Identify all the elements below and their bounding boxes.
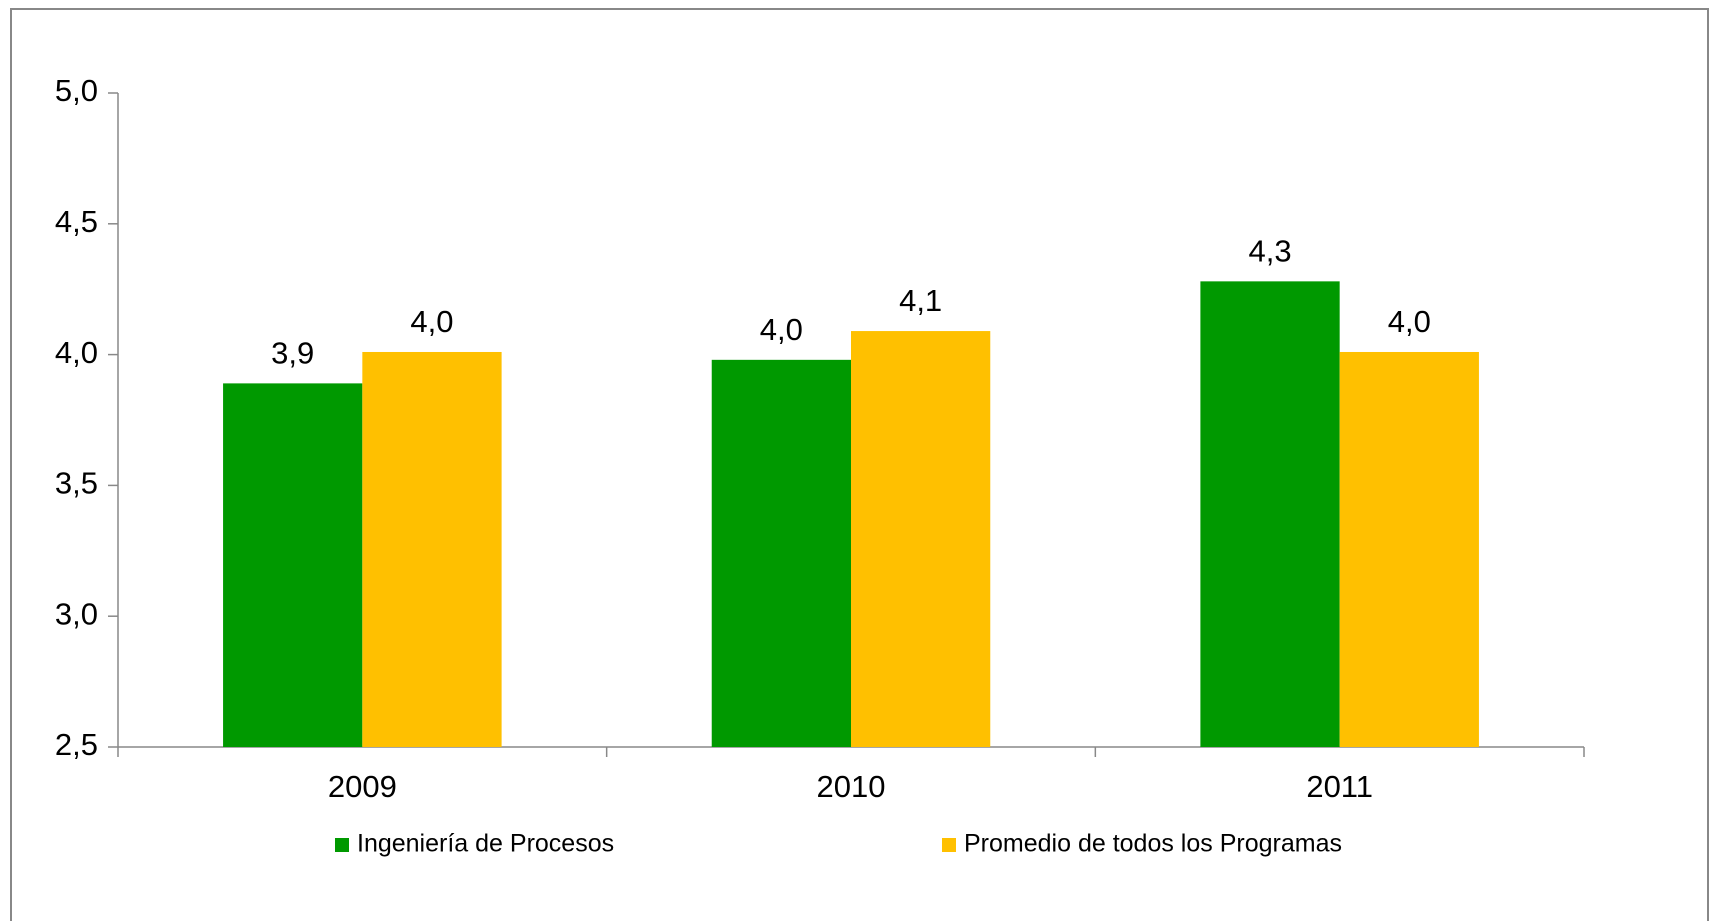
legend-label: Ingeniería de Procesos (357, 830, 614, 858)
legend-label: Promedio de todos los Programas (964, 830, 1342, 858)
y-tick-label: 2,5 (55, 727, 98, 762)
x-tick-label: 2009 (328, 769, 397, 804)
x-tick-label: 2010 (817, 769, 886, 804)
y-tick-label: 3,5 (55, 466, 98, 501)
bar (851, 331, 991, 747)
legend-swatch (335, 838, 349, 852)
y-tick-label: 4,0 (55, 335, 98, 370)
y-tick-label: 5,0 (55, 73, 98, 108)
y-tick-label: 4,5 (55, 204, 98, 239)
data-label: 4,0 (1388, 304, 1431, 339)
data-label: 3,9 (271, 336, 314, 371)
bar (1339, 351, 1479, 747)
bar (1200, 281, 1340, 747)
bar (711, 359, 851, 747)
bar (223, 383, 363, 747)
data-label: 4,0 (760, 312, 803, 347)
legend-swatch (942, 838, 956, 852)
y-tick-label: 3,0 (55, 596, 98, 631)
bar (362, 351, 502, 747)
data-label: 4,1 (899, 283, 942, 318)
data-label: 4,3 (1248, 234, 1291, 269)
data-label: 4,0 (410, 304, 453, 339)
x-tick-label: 2011 (1306, 769, 1373, 804)
